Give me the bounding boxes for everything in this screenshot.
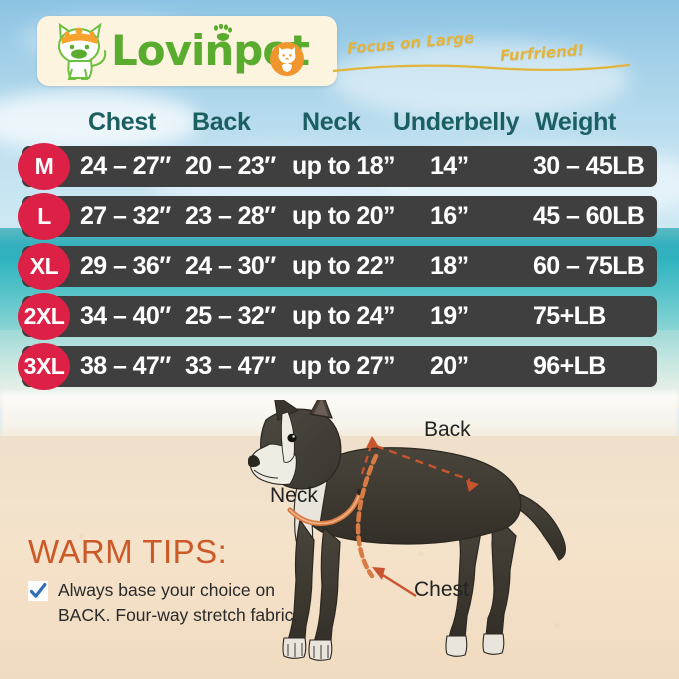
- table-row: 3XL 38 – 47″ 33 – 47″ up to 27” 20” 96+L…: [0, 343, 679, 390]
- cell-chest: 34 – 40″: [80, 302, 171, 330]
- column-header-back: Back: [192, 108, 251, 136]
- cell-back: 25 – 32″: [185, 302, 276, 330]
- cell-neck: up to 24”: [292, 302, 396, 330]
- row-background: [22, 346, 657, 387]
- column-header-chest: Chest: [88, 108, 156, 136]
- table-row: 2XL 34 – 40″ 25 – 32″ up to 24” 19” 75+L…: [0, 293, 679, 340]
- cell-underbelly: 20”: [430, 352, 469, 380]
- cell-chest: 27 – 32″: [80, 202, 171, 230]
- size-badge: L: [18, 193, 70, 240]
- cell-underbelly: 18”: [430, 252, 469, 280]
- cell-neck: up to 22”: [292, 252, 396, 280]
- row-background: [22, 196, 657, 237]
- table-row: L 27 – 32″ 23 – 28″ up to 20” 16” 45 – 6…: [0, 193, 679, 240]
- cell-underbelly: 16”: [430, 202, 469, 230]
- warm-tips-line-2: BACK. Four-way stretch fabric.: [58, 605, 299, 625]
- row-background: [22, 296, 657, 337]
- cell-underbelly: 19”: [430, 302, 469, 330]
- cell-back: 24 – 30″: [185, 252, 276, 280]
- warm-tips-title: WARM TIPS:: [28, 533, 228, 570]
- warm-tips-body: Always base your choice on BACK. Four-wa…: [28, 578, 348, 628]
- size-badge: 3XL: [18, 343, 70, 390]
- size-badge: M: [18, 143, 70, 190]
- cell-back: 23 – 28″: [185, 202, 276, 230]
- cell-weight: 96+LB: [533, 352, 606, 380]
- cell-chest: 24 – 27″: [80, 152, 171, 180]
- size-badge: 2XL: [18, 293, 70, 340]
- cell-weight: 60 – 75LB: [533, 252, 645, 280]
- cell-neck: up to 27”: [292, 352, 396, 380]
- table-row: M 24 – 27″ 20 – 23″ up to 18” 14” 30 – 4…: [0, 143, 679, 190]
- table-header-row: Chest Back Neck Underbelly Weight: [0, 108, 679, 146]
- brand-logo: Lovinpet: [37, 16, 337, 86]
- cell-neck: up to 20”: [292, 202, 396, 230]
- label-back: Back: [424, 418, 471, 441]
- label-neck: Neck: [270, 484, 318, 507]
- column-header-weight: Weight: [535, 108, 617, 136]
- cell-weight: 30 – 45LB: [533, 152, 645, 180]
- warm-tips-section: WARM TIPS: Always base your choice on BA…: [28, 533, 348, 628]
- cell-back: 20 – 23″: [185, 152, 276, 180]
- brand-tagline: Focus on Large Furfriend!: [333, 26, 645, 76]
- table-row: XL 29 – 36″ 24 – 30″ up to 22” 18” 60 – …: [0, 243, 679, 290]
- cell-neck: up to 18”: [292, 152, 396, 180]
- column-header-underbelly: Underbelly: [393, 108, 520, 136]
- cell-chest: 29 – 36″: [80, 252, 171, 280]
- size-badge: XL: [18, 243, 70, 290]
- cell-underbelly: 14”: [430, 152, 469, 180]
- cell-weight: 75+LB: [533, 302, 606, 330]
- cat-mascot-icon: [58, 22, 107, 80]
- tagline-underline: [333, 63, 631, 73]
- warm-tips-line-1: Always base your choice on: [58, 580, 275, 600]
- tagline-part-1: Focus on Large: [346, 28, 475, 58]
- cloud-shape: [330, 40, 630, 118]
- cell-chest: 38 – 47″: [80, 352, 171, 380]
- checkmark-icon: [28, 581, 48, 601]
- cell-weight: 45 – 60LB: [533, 202, 645, 230]
- size-chart-table: Chest Back Neck Underbelly Weight M 24 –…: [0, 108, 679, 396]
- cloud-shape: [0, 90, 200, 152]
- label-chest: Chest: [414, 578, 469, 601]
- row-background: [22, 146, 657, 187]
- paw-print-icon: [213, 24, 232, 41]
- row-background: [22, 246, 657, 287]
- cell-back: 33 – 47″: [185, 352, 276, 380]
- column-header-neck: Neck: [302, 108, 361, 136]
- cat-face-icon: [270, 42, 304, 76]
